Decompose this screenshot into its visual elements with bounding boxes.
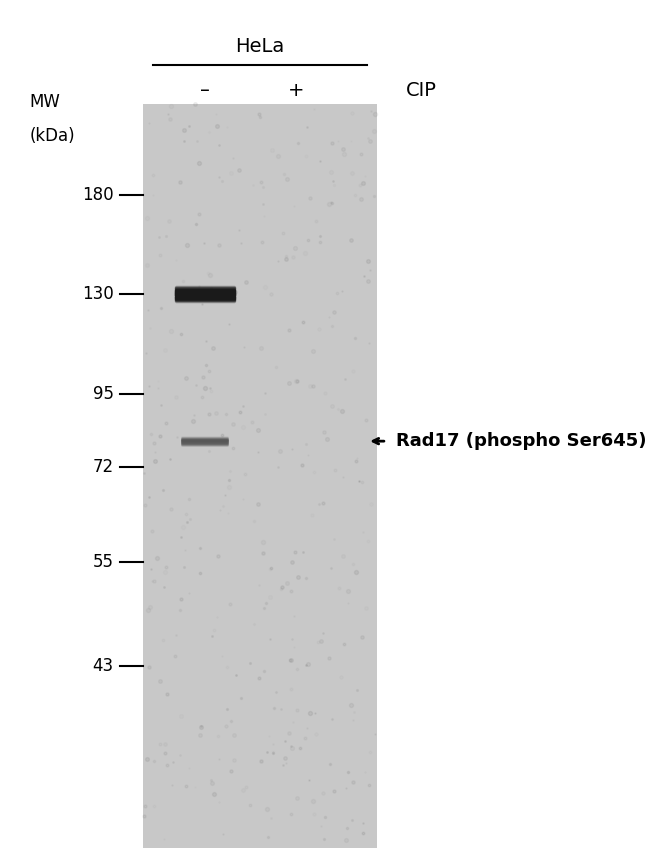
Text: +: + (287, 81, 304, 100)
Text: 72: 72 (92, 458, 114, 476)
Text: 55: 55 (93, 554, 114, 571)
Text: 180: 180 (82, 186, 114, 203)
Text: CIP: CIP (406, 81, 437, 100)
Text: MW: MW (29, 93, 60, 111)
Text: –: – (200, 81, 210, 100)
Text: (kDa): (kDa) (29, 127, 75, 145)
Text: 43: 43 (92, 657, 114, 675)
Text: Rad17 (phospho Ser645): Rad17 (phospho Ser645) (396, 432, 647, 450)
Text: 130: 130 (82, 285, 114, 303)
Text: HeLa: HeLa (235, 37, 285, 56)
Bar (143, 104, 377, 848)
Text: 95: 95 (93, 385, 114, 402)
